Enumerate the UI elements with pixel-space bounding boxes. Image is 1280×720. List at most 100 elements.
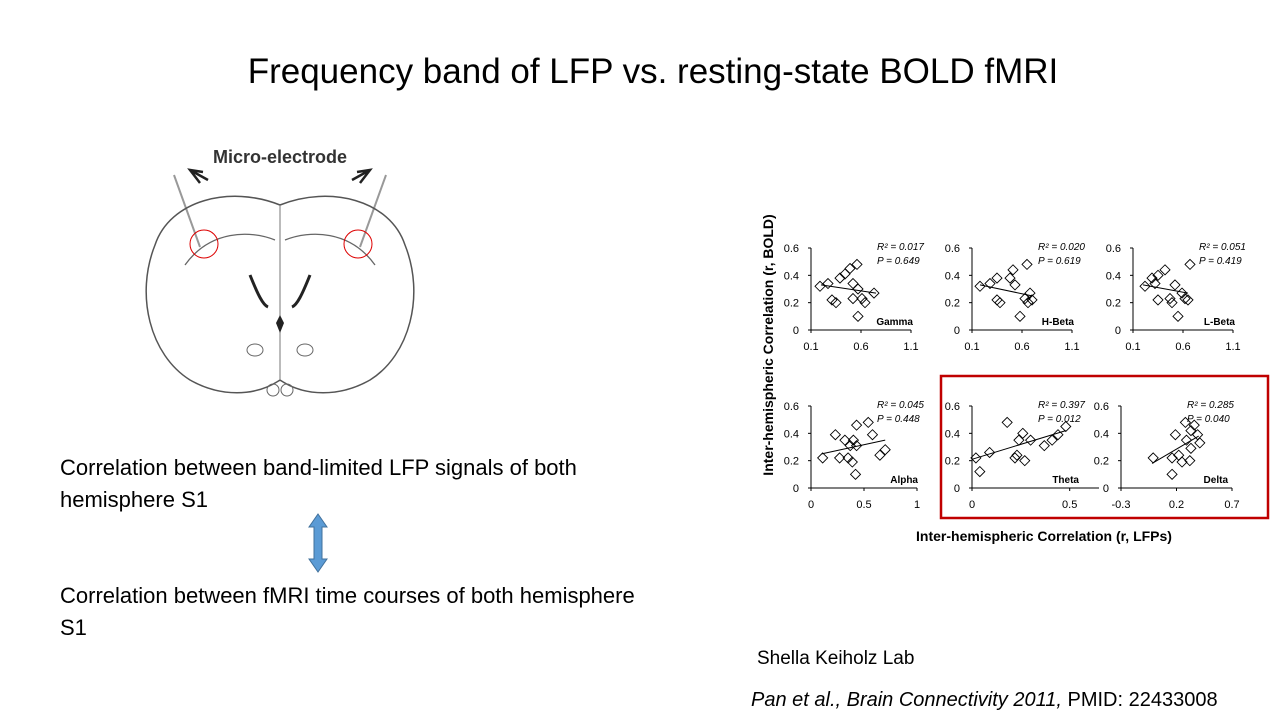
panel-label: Alpha bbox=[890, 475, 918, 486]
data-point bbox=[1147, 452, 1159, 464]
y-tick-label: 0.4 bbox=[1094, 428, 1109, 440]
y-tick-label: 0.4 bbox=[1106, 270, 1121, 282]
y-tick-label: 0.4 bbox=[784, 428, 799, 440]
data-point bbox=[814, 280, 826, 292]
highlight-box bbox=[939, 374, 1270, 520]
data-point bbox=[859, 297, 871, 309]
data-point bbox=[829, 429, 842, 441]
x-tick-label: -0.3 bbox=[1112, 499, 1131, 511]
data-point bbox=[1169, 429, 1182, 441]
data-point bbox=[1172, 310, 1184, 322]
x-tick-label: 0.2 bbox=[1169, 499, 1184, 511]
data-point bbox=[847, 277, 859, 290]
fit-line bbox=[979, 284, 1033, 297]
data-point bbox=[1038, 439, 1050, 452]
y-tick-label: 0.4 bbox=[945, 270, 960, 282]
stat-annotation: P = 0.040 bbox=[1187, 414, 1230, 425]
y-tick-label: 0.6 bbox=[1094, 401, 1109, 413]
data-point bbox=[834, 272, 846, 284]
data-point bbox=[1009, 279, 1021, 291]
data-point bbox=[852, 310, 864, 322]
data-point bbox=[849, 468, 862, 480]
y-tick-label: 0 bbox=[1115, 325, 1121, 337]
data-point bbox=[1173, 449, 1185, 461]
y-tick-label: 0.6 bbox=[784, 401, 799, 413]
data-point bbox=[852, 283, 864, 295]
x-tick-label: 0 bbox=[808, 499, 814, 511]
stat-annotation: P = 0.012 bbox=[1038, 414, 1081, 425]
y-tick-label: 0 bbox=[1103, 483, 1109, 495]
stat-annotation: R² = 0.020 bbox=[1038, 242, 1085, 253]
data-point bbox=[1184, 455, 1196, 467]
fit-line bbox=[820, 284, 877, 294]
y-tick-label: 0 bbox=[793, 483, 799, 495]
stat-annotation: P = 0.448 bbox=[877, 414, 920, 425]
data-point bbox=[984, 277, 996, 290]
data-point bbox=[1014, 310, 1026, 322]
data-point bbox=[851, 258, 863, 271]
y-tick-label: 0.6 bbox=[945, 243, 960, 255]
data-point bbox=[1152, 294, 1164, 306]
data-point bbox=[839, 434, 851, 446]
data-point bbox=[1179, 292, 1191, 305]
fit-line bbox=[1142, 284, 1189, 294]
data-point bbox=[1180, 434, 1193, 446]
data-point bbox=[1149, 277, 1161, 290]
data-point bbox=[974, 280, 986, 292]
panel-label: Gamma bbox=[876, 317, 913, 328]
data-point bbox=[844, 262, 856, 275]
data-point bbox=[983, 446, 996, 459]
y-tick-label: 0.6 bbox=[1106, 243, 1121, 255]
x-tick-label: 1.1 bbox=[1064, 341, 1079, 353]
stat-annotation: R² = 0.397 bbox=[1038, 400, 1085, 411]
data-point bbox=[1169, 279, 1181, 291]
y-tick-label: 0.4 bbox=[945, 428, 960, 440]
y-axis-label: Inter-hemispheric Correlation (r, BOLD) bbox=[760, 214, 776, 475]
data-point bbox=[862, 416, 874, 429]
data-point bbox=[850, 439, 863, 452]
panel-label: Delta bbox=[1204, 475, 1229, 486]
data-point bbox=[1166, 452, 1178, 464]
data-point bbox=[1164, 292, 1176, 305]
y-tick-label: 0.2 bbox=[784, 456, 799, 468]
data-point bbox=[1176, 456, 1188, 468]
x-tick-label: 1 bbox=[914, 499, 920, 511]
data-point bbox=[1009, 452, 1021, 464]
data-point bbox=[822, 277, 834, 290]
data-point bbox=[1001, 416, 1013, 429]
data-point bbox=[1159, 264, 1171, 276]
fit-line bbox=[971, 430, 1066, 460]
x-tick-label: 0.1 bbox=[964, 341, 979, 353]
y-tick-label: 0.2 bbox=[1106, 298, 1121, 310]
data-point bbox=[846, 456, 858, 468]
data-point bbox=[868, 287, 880, 299]
data-point bbox=[994, 297, 1006, 309]
text-fmri: Correlation between fMRI time courses of… bbox=[60, 583, 635, 640]
data-point bbox=[1152, 269, 1164, 281]
data-point bbox=[1185, 424, 1197, 437]
y-tick-label: 0.2 bbox=[784, 298, 799, 310]
fit-line bbox=[1151, 435, 1199, 464]
stat-annotation: P = 0.649 bbox=[877, 256, 920, 267]
data-point bbox=[1166, 468, 1178, 480]
data-point bbox=[1060, 420, 1072, 433]
data-point bbox=[991, 272, 1003, 284]
data-point bbox=[1194, 437, 1206, 449]
data-point bbox=[970, 452, 982, 464]
stat-annotation: R² = 0.017 bbox=[877, 242, 924, 253]
data-point bbox=[974, 465, 986, 478]
data-point bbox=[1139, 280, 1151, 292]
citation-pmid: PMID: 22433008 bbox=[1067, 689, 1218, 711]
data-point bbox=[1011, 449, 1023, 461]
double-arrow bbox=[308, 513, 328, 573]
stat-annotation: P = 0.419 bbox=[1199, 256, 1242, 267]
data-point bbox=[1184, 258, 1196, 271]
x-tick-label: 1.1 bbox=[1225, 341, 1240, 353]
data-point bbox=[1185, 442, 1197, 455]
x-tick-label: 0 bbox=[969, 499, 975, 511]
y-tick-label: 0 bbox=[954, 325, 960, 337]
panel-label: Theta bbox=[1052, 475, 1079, 486]
slide-title: Frequency band of LFP vs. resting-state … bbox=[247, 52, 1059, 91]
